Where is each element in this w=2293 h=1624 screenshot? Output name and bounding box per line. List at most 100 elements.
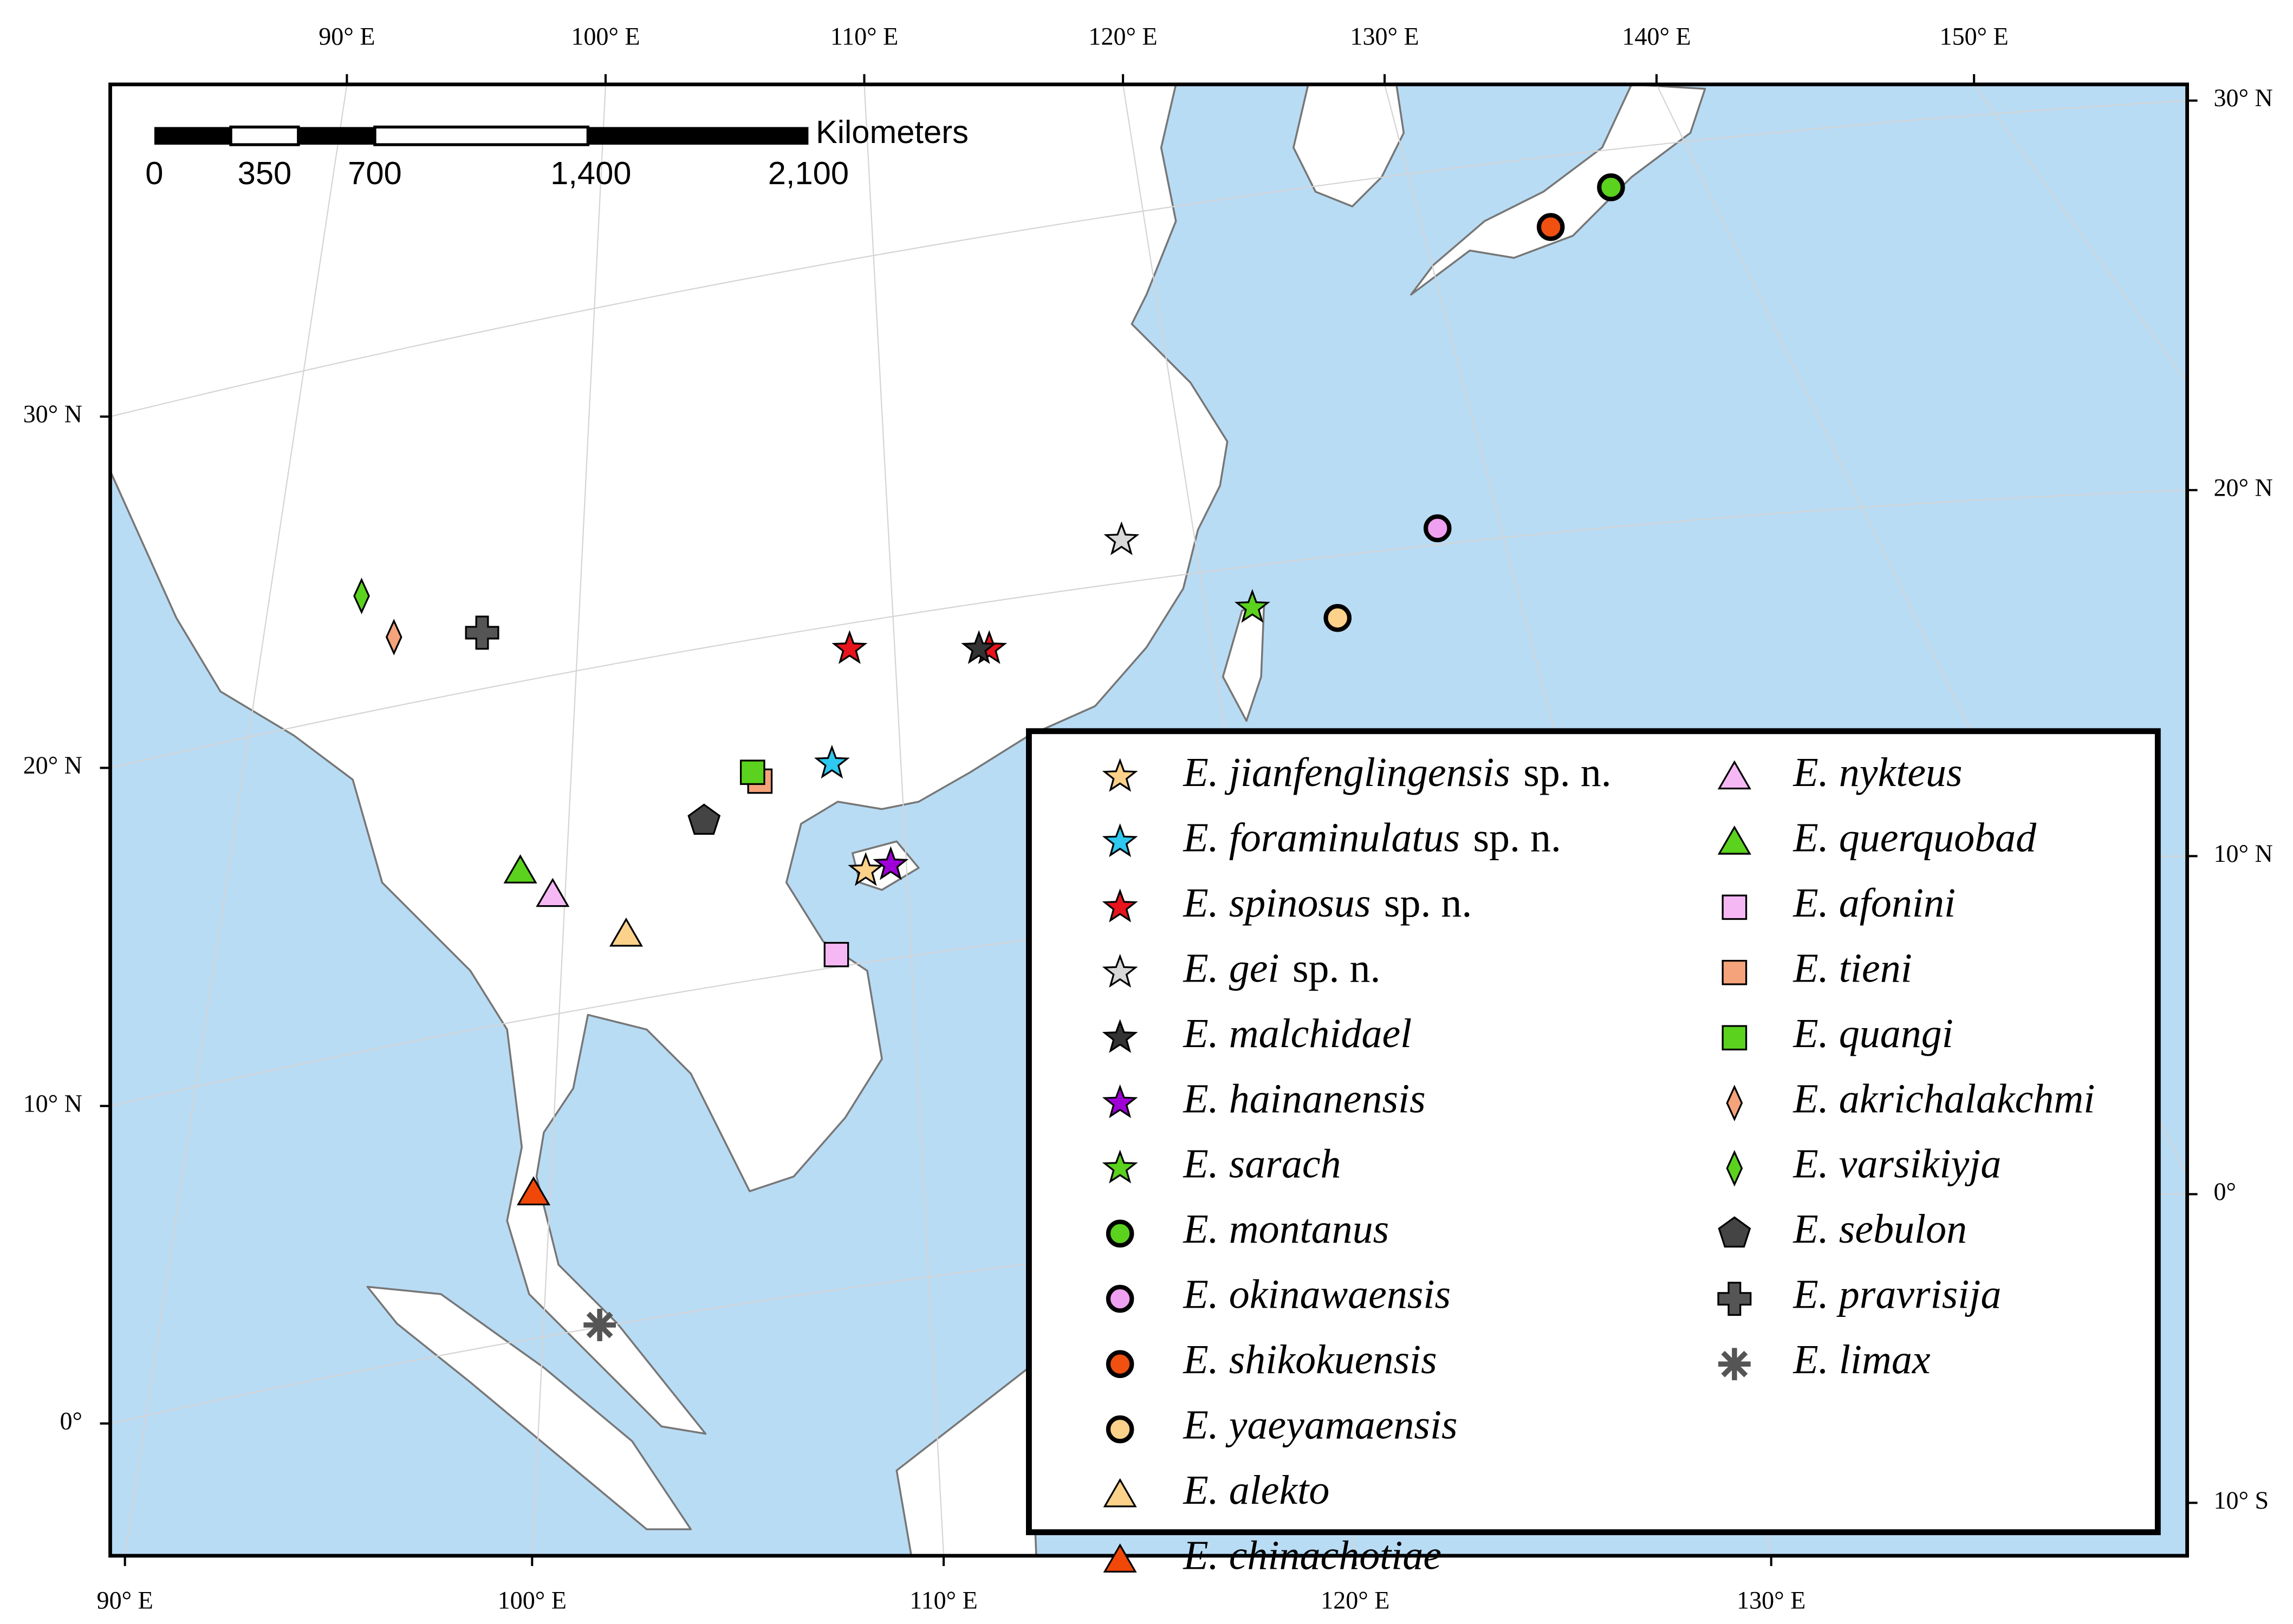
top-label: 120° E	[1088, 22, 1157, 50]
star	[1102, 888, 1138, 923]
legend-label: E. pravrisija	[1792, 1272, 2001, 1317]
star	[1102, 1019, 1138, 1053]
legend-label: E. chinachotiae	[1183, 1533, 1441, 1578]
circle	[1323, 604, 1352, 632]
diamond	[353, 577, 370, 614]
right-label: 20° N	[2213, 473, 2272, 501]
circle	[1536, 213, 1565, 241]
species-name: E. shikokuensis	[1183, 1337, 1437, 1383]
legend-label: E. alekto	[1183, 1468, 1329, 1513]
legend-label: E. nykteus	[1792, 750, 1962, 795]
species-name: E. sebulon	[1792, 1207, 1967, 1252]
species-name: E. akrichalakchmi	[1792, 1076, 2095, 1122]
cross	[1717, 1282, 1752, 1316]
species-note: sp. n.	[1384, 880, 1472, 926]
bottom-label: 110° E	[910, 1586, 978, 1614]
species-name: E. foraminulatus	[1183, 815, 1460, 861]
legend-label: E. jianfenglingensis sp. n.	[1183, 750, 1611, 795]
japan	[1410, 84, 1706, 296]
species-name: E. hainanensis	[1183, 1076, 1425, 1122]
right-label: 10° S	[2213, 1486, 2269, 1514]
scale-label: 350	[238, 155, 292, 191]
species-name: E. quangi	[1792, 1011, 1953, 1056]
marker	[609, 917, 643, 947]
star	[1234, 589, 1270, 623]
scale-label: 0	[145, 155, 163, 191]
marker	[1323, 604, 1352, 632]
species-name: E. jianfenglingensis	[1183, 750, 1510, 795]
left-label: 20° N	[23, 751, 82, 779]
marker	[961, 630, 997, 664]
species-name: E. montanus	[1183, 1207, 1389, 1252]
species-name: E. spinosus	[1183, 880, 1370, 926]
legend-label: E. okinawaensis	[1183, 1272, 1451, 1317]
species-note: sp. n.	[1292, 946, 1381, 991]
marker	[536, 878, 570, 907]
star	[848, 852, 884, 886]
legend-label: E. quangi	[1792, 1011, 1953, 1056]
pentagon	[1718, 1216, 1751, 1248]
marker	[1103, 1543, 1137, 1573]
marker	[1102, 888, 1138, 923]
marker	[1103, 521, 1140, 555]
korea	[1292, 84, 1405, 207]
marker	[353, 577, 370, 614]
star	[1102, 823, 1138, 858]
marker	[1106, 1219, 1134, 1248]
star	[814, 744, 850, 779]
legend-label: E. gei sp. n.	[1183, 946, 1380, 991]
right-label: 0°	[2213, 1178, 2236, 1205]
marker	[1726, 1084, 1743, 1122]
marker	[1718, 1348, 1751, 1381]
square	[1722, 1025, 1748, 1051]
scale-label: 700	[348, 155, 402, 191]
diamond	[385, 619, 402, 655]
marker	[1102, 823, 1138, 858]
species-name: E. querquobad	[1792, 815, 2037, 861]
species-name: E. yaeyamaensis	[1183, 1402, 1457, 1448]
star	[1102, 1084, 1138, 1119]
species-note: sp. n.	[1523, 750, 1612, 795]
legend-label: E. afonini	[1792, 880, 1956, 926]
species-name: E. alekto	[1183, 1468, 1329, 1513]
circle	[1106, 1284, 1134, 1313]
legend-label: E. varsikiyja	[1792, 1141, 2001, 1187]
marker	[1717, 760, 1751, 790]
legend-label: E. hainanensis	[1183, 1076, 1425, 1122]
star	[1103, 521, 1140, 555]
legend-label: E. foraminulatus sp. n.	[1183, 815, 1561, 861]
species-name: E. tieni	[1792, 946, 1912, 991]
square	[823, 941, 849, 967]
legend-label: E. yaeyamaensis	[1183, 1402, 1457, 1448]
species-name: E. pravrisija	[1792, 1272, 2001, 1317]
marker	[1102, 953, 1138, 988]
marker	[1234, 589, 1270, 623]
marker	[873, 846, 909, 880]
square	[1722, 959, 1748, 985]
scale-label: 1,400	[550, 155, 631, 191]
marker	[1536, 213, 1565, 241]
species-note: sp. n.	[1473, 815, 1561, 861]
circle	[1106, 1219, 1134, 1248]
marker	[465, 615, 499, 650]
top-label: 150° E	[1940, 22, 2009, 50]
species-name: E. malchidael	[1183, 1011, 1412, 1056]
marker	[1106, 1415, 1134, 1444]
left-label: 30° N	[23, 400, 82, 428]
marker	[1726, 1149, 1743, 1187]
marker	[1106, 1284, 1134, 1313]
species-name: E. chinachotiae	[1183, 1533, 1441, 1578]
species-name: E. nykteus	[1792, 750, 1962, 795]
star	[1102, 1149, 1138, 1184]
species-name: E. gei	[1183, 946, 1279, 991]
legend-label: E. tieni	[1792, 946, 1912, 991]
star	[961, 630, 997, 664]
diamond	[1726, 1149, 1743, 1187]
legend-label: E. spinosus sp. n.	[1183, 880, 1472, 926]
marker	[1722, 894, 1748, 920]
circle	[1597, 173, 1625, 202]
left-label: 0°	[60, 1407, 82, 1434]
right-label: 10° N	[2213, 840, 2272, 867]
